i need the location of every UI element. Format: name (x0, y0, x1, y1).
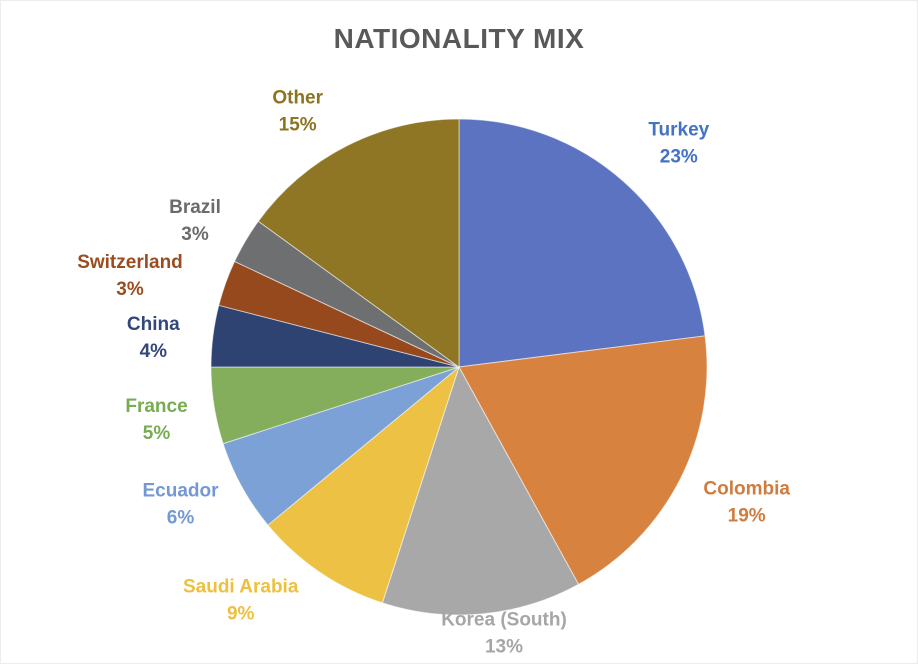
pie-slice-turkey[interactable] (458, 118, 706, 368)
slice-percent-label: 4% (140, 341, 168, 362)
slice-category-label: China (127, 314, 180, 335)
slice-label-ecuador: Ecuador 6% (142, 480, 219, 528)
chart-title: NATIONALITY MIX (333, 23, 585, 54)
slice-category-label: Switzerland (77, 252, 183, 273)
slice-category-label: Brazil (169, 197, 221, 218)
pie-slice-saudi-arabia[interactable] (267, 365, 461, 604)
slice-label-france: France 5% (125, 396, 187, 444)
pie-slice-other[interactable] (257, 118, 460, 368)
pie-slice-korea-south[interactable] (381, 365, 580, 616)
slice-percent-label: 9% (227, 603, 255, 624)
slice-percent-label: 15% (279, 114, 317, 135)
slice-category-label: Ecuador (142, 480, 219, 501)
slice-label-korea-south: Korea (South) 13% (441, 610, 567, 658)
slice-label-switzerland: Switzerland 3% (77, 252, 183, 300)
slice-category-label: Saudi Arabia (183, 576, 299, 597)
slice-category-label: Turkey (648, 120, 709, 141)
slice-percent-label: 13% (485, 637, 523, 658)
slice-label-turkey: Turkey 23% (648, 120, 709, 168)
slice-label-brazil: Brazil 3% (169, 197, 221, 245)
slice-percent-label: 19% (728, 505, 766, 526)
slice-category-label: Korea (South) (441, 610, 567, 631)
slice-category-label: France (125, 396, 187, 417)
pie-slices-group (210, 118, 708, 616)
slice-percent-label: 6% (167, 507, 195, 528)
slice-percent-label: 5% (143, 423, 171, 444)
slice-category-label: Other (272, 87, 323, 108)
pie-slice-colombia[interactable] (458, 335, 708, 585)
slice-percent-label: 3% (116, 279, 144, 300)
slice-percent-label: 3% (181, 224, 209, 245)
slice-label-saudi-arabia: Saudi Arabia 9% (183, 576, 299, 624)
pie-labels-group: Turkey 23% Colombia 19% Korea (South) 13% Saud… (77, 87, 790, 657)
slice-label-china: China 4% (127, 314, 180, 362)
slice-label-colombia: Colombia 19% (703, 478, 790, 526)
slice-category-label: Colombia (703, 478, 790, 499)
slice-percent-label: 23% (660, 147, 698, 168)
slice-label-other: Other 15% (272, 87, 323, 135)
